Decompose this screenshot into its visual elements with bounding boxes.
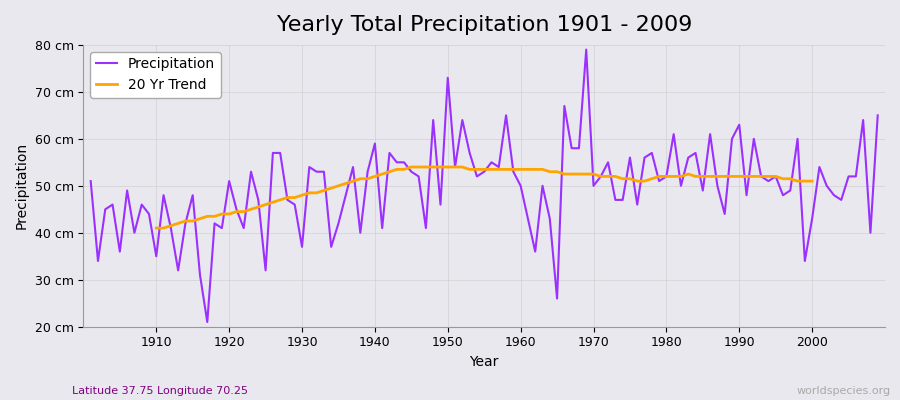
20 Yr Trend [792,179,803,184]
Precipitation [202,320,212,324]
Legend: Precipitation, 20 Yr Trend: Precipitation, 20 Yr Trend [90,52,220,98]
Precipitation [311,169,322,174]
X-axis label: Year: Year [470,355,499,369]
20 Yr Trend [231,209,242,214]
Title: Yearly Total Precipitation 1901 - 2009: Yearly Total Precipitation 1901 - 2009 [276,15,692,35]
Precipitation [355,230,365,235]
20 Yr Trend [712,174,723,179]
20 Yr Trend [799,179,810,184]
20 Yr Trend [319,188,329,193]
Precipitation [580,47,591,52]
20 Yr Trend [406,165,417,170]
Line: 20 Yr Trend: 20 Yr Trend [157,167,812,228]
Line: Precipitation: Precipitation [91,50,878,322]
Precipitation [872,113,883,118]
Y-axis label: Precipitation: Precipitation [15,142,29,229]
Precipitation [86,179,96,184]
20 Yr Trend [304,190,315,195]
20 Yr Trend [806,179,817,184]
Text: worldspecies.org: worldspecies.org [796,386,891,396]
Precipitation [523,216,534,221]
Text: Latitude 37.75 Longitude 70.25: Latitude 37.75 Longitude 70.25 [72,386,248,396]
Precipitation [617,198,628,202]
20 Yr Trend [151,226,162,230]
Precipitation [144,212,155,216]
Precipitation [515,184,526,188]
